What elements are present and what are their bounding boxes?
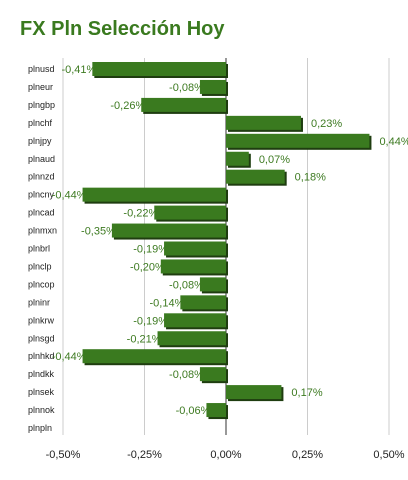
value-label: 0,23% [311,118,342,130]
bar [226,151,249,166]
category-label: plnusd [28,64,55,74]
category-label: plnkrw [28,315,55,325]
value-label: -0,14% [150,297,185,309]
value-label: -0,26% [110,100,145,112]
value-label: -0,41% [61,64,96,76]
bar [180,295,226,310]
bars [82,62,372,420]
category-label: plnmxn [28,226,57,236]
bar [199,367,226,382]
bar [206,403,226,418]
value-label: -0,19% [133,244,168,256]
bar [111,223,226,238]
x-tick-labels: -0,50% -0,25% 0,00% 0,25% 0,50% [46,449,405,461]
category-label: plnsgd [28,333,55,343]
value-label: -0,20% [130,261,165,273]
x-tick-label: -0,25% [127,449,162,461]
category-labels: plnusd plneur plngbp plnchf plnjpy plnaud plnn… [28,64,57,433]
x-tick-label: 0,00% [210,449,241,461]
bar [226,115,301,130]
category-label: plncad [28,208,55,218]
category-label: plncop [28,279,55,289]
category-label: plneur [28,82,53,92]
value-label: -0,06% [176,405,211,417]
category-label: plnjpy [28,136,52,146]
x-tick-label: 0,25% [292,449,323,461]
category-label: plnpln [28,423,52,433]
category-label: plnsek [28,387,55,397]
category-label: plninr [28,297,50,307]
bar [141,97,226,112]
x-tick-label: 0,50% [373,449,404,461]
value-labels: -0,41% -0,08% -0,26% 0,23% 0,44% 0,07% 0,18% -0… [52,64,408,417]
bar [226,385,282,400]
bar [157,331,226,346]
bar [164,313,226,328]
value-label: -0,08% [169,369,204,381]
bar [226,169,285,184]
bar [160,259,226,274]
value-label: -0,08% [169,279,204,291]
bar [82,349,226,364]
bar [199,79,226,94]
category-label: plndkk [28,369,55,379]
value-label: -0,35% [81,226,116,238]
category-label: plngbp [28,100,55,110]
value-label: -0,22% [123,208,158,220]
x-tick-label: -0,50% [46,449,81,461]
bar [154,205,226,220]
category-label: plnbrl [28,244,50,254]
bar [164,241,226,256]
category-label: plnnok [28,405,55,415]
value-label: 0,18% [295,172,326,184]
bar [226,133,370,148]
category-label: plncny [28,190,55,200]
bar [92,62,226,76]
value-label: -0,08% [169,82,204,94]
category-label: plnhkd [28,351,55,361]
value-label: -0,44% [52,351,87,363]
value-label: -0,19% [133,315,168,327]
value-label: -0,21% [127,333,162,345]
chart-title: FX Pln Selección Hoy [20,18,225,40]
category-label: plnclp [28,261,52,271]
category-label: plnaud [28,154,55,164]
value-label: 0,44% [379,136,408,148]
value-label: -0,44% [52,190,87,202]
bar [199,277,226,292]
value-label: 0,07% [259,154,290,166]
category-label: plnchf [28,118,53,128]
bar [82,187,226,202]
value-label: 0,17% [291,387,322,399]
category-label: plnnzd [28,172,55,182]
